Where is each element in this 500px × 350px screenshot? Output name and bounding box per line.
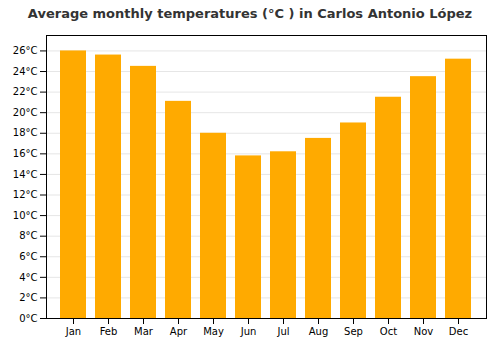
svg-text:22°C: 22°C	[13, 86, 38, 97]
svg-text:4°C: 4°C	[19, 272, 37, 283]
html-text:Average monthly temperatures (: Average monthly temperatures (°C ) in Ca…	[27, 6, 473, 21]
svg-text:May: May	[203, 326, 224, 337]
svg-text:Jun: Jun	[240, 326, 257, 337]
svg-text:Dec: Dec	[449, 326, 468, 337]
svg-text:Apr: Apr	[170, 326, 188, 337]
svg-text:Jan: Jan	[65, 326, 81, 337]
svg-text:Feb: Feb	[100, 326, 118, 337]
svg-text:Mar: Mar	[134, 326, 154, 337]
svg-text:12°C: 12°C	[13, 189, 38, 200]
svg-text:Jul: Jul	[276, 326, 289, 337]
svg-text:20°C: 20°C	[13, 107, 38, 118]
svg-text:14°C: 14°C	[13, 169, 38, 180]
svg-text:8°C: 8°C	[19, 230, 37, 241]
svg-text:0°C: 0°C	[19, 313, 37, 324]
svg-text:6°C: 6°C	[19, 251, 37, 262]
svg-text:16°C: 16°C	[13, 148, 38, 159]
svg-text:10°C: 10°C	[13, 210, 38, 221]
svg-text:2°C: 2°C	[19, 292, 37, 303]
svg-text:Aug: Aug	[309, 326, 329, 337]
svg-text:Nov: Nov	[414, 326, 434, 337]
svg-text:24°C: 24°C	[13, 66, 38, 77]
svg-text:Oct: Oct	[380, 326, 397, 337]
svg-text:Sep: Sep	[344, 326, 363, 337]
svg-text:26°C: 26°C	[13, 45, 38, 56]
svg-text:18°C: 18°C	[13, 127, 38, 138]
